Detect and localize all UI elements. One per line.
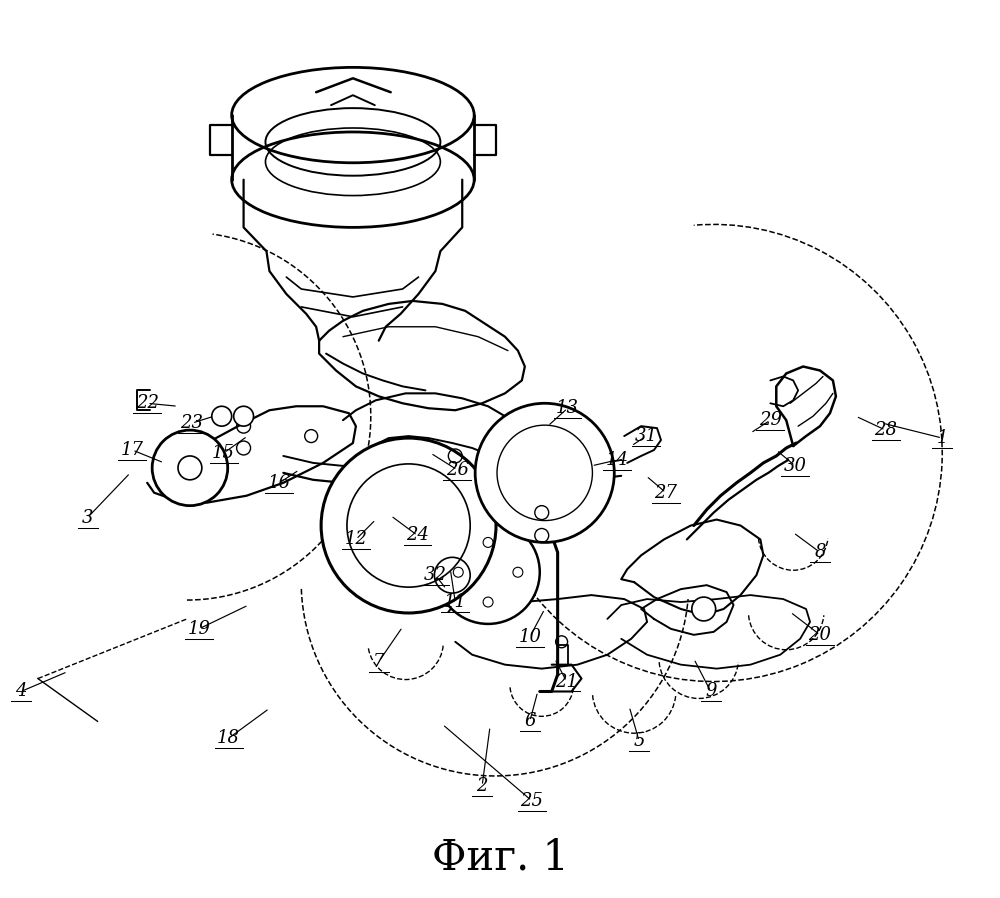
Text: Фиг. 1: Фиг. 1 [432,836,568,878]
Text: 15: 15 [212,444,235,462]
Circle shape [347,464,470,587]
Text: 13: 13 [556,400,579,418]
Text: 8: 8 [814,543,826,561]
Text: 7: 7 [373,653,385,671]
Text: 4: 4 [15,682,27,700]
Text: 26: 26 [446,461,469,479]
Text: 22: 22 [136,394,159,412]
Circle shape [212,406,232,427]
Text: 18: 18 [217,729,240,747]
Text: 17: 17 [121,441,144,459]
Text: 20: 20 [809,626,832,644]
Text: 6: 6 [524,712,536,730]
Text: 21: 21 [555,673,578,691]
Text: 23: 23 [180,414,203,432]
Text: 1: 1 [936,429,948,447]
Text: 11: 11 [444,593,467,611]
Circle shape [692,597,716,621]
Text: 27: 27 [654,484,677,502]
Circle shape [234,406,254,427]
Text: 10: 10 [518,628,541,646]
Text: 32: 32 [424,567,447,585]
Circle shape [152,430,228,506]
Circle shape [178,456,202,480]
Text: 31: 31 [635,427,658,445]
Text: 19: 19 [187,620,210,638]
Text: 9: 9 [705,682,716,700]
Text: 12: 12 [344,531,367,549]
Text: 3: 3 [82,508,93,526]
Circle shape [321,438,496,613]
Text: 14: 14 [606,451,629,469]
Text: 2: 2 [476,777,488,795]
Circle shape [436,521,540,624]
Text: 16: 16 [268,474,291,492]
Circle shape [475,403,614,542]
Text: 28: 28 [874,421,897,439]
Text: 5: 5 [633,732,645,750]
Text: 30: 30 [784,457,807,475]
Text: 24: 24 [406,526,429,544]
Circle shape [497,425,592,521]
Text: 29: 29 [759,411,782,429]
Text: 25: 25 [520,792,543,810]
